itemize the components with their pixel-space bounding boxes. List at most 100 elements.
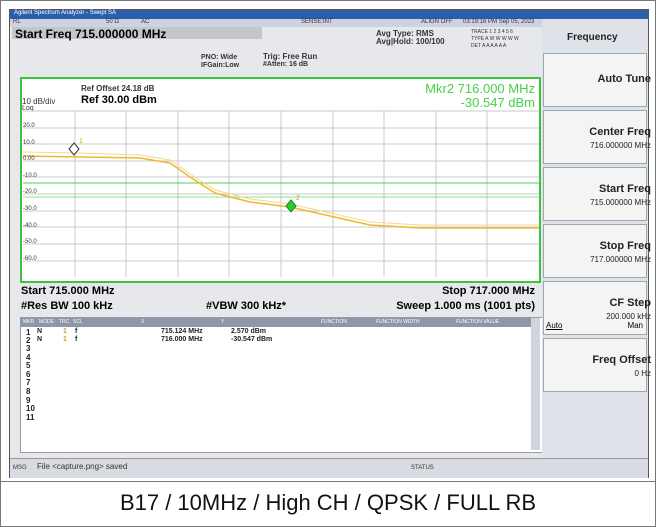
row-number: 4 (26, 352, 31, 362)
log: Log (22, 105, 34, 112)
softkey-label: Center Freq (589, 126, 651, 138)
trace-type: TYPE A W W W W W (471, 36, 519, 42)
softkey-label: Start Freq (599, 183, 651, 195)
table-cell: N (37, 328, 43, 335)
if-gain: IFGain:Low (201, 62, 240, 69)
softkey[interactable] (543, 224, 647, 278)
table-header: FUNCTION VALUE (456, 319, 500, 325)
table-cell: f (75, 328, 78, 335)
softkey[interactable] (543, 167, 647, 221)
table-header: TRC (59, 319, 70, 325)
ref-level: Ref 30.00 dBm (81, 94, 157, 106)
table-cell: 716.000 MHz (161, 336, 203, 343)
row-number: 7 (26, 378, 31, 388)
sense: SENSE:INT (301, 19, 333, 25)
message-bar (10, 458, 648, 478)
table-header: Y (221, 319, 225, 325)
caption: B17 / 10MHz / High CH / QPSK / FULL RB (119, 490, 537, 515)
softkey-value: 200.000 kHz (606, 312, 651, 321)
y-label: -10.0 (23, 172, 37, 179)
softkey-value: 717.000000 MHz (590, 255, 651, 264)
softkey[interactable] (543, 110, 647, 164)
y-label: -50.0 (23, 239, 37, 246)
row-number: 9 (26, 395, 31, 405)
rl: RL (13, 19, 21, 25)
marker-amp: -30.547 dBm (460, 95, 535, 110)
y-label: -30.0 (23, 206, 37, 212)
pno: PNO: Wide (201, 54, 238, 61)
softkey-option: Man (627, 321, 643, 330)
ref-offset: Ref Offset 24.18 dB (81, 84, 155, 93)
scale: 10 dB/div (22, 97, 56, 106)
y-label: 20.0 (23, 123, 35, 129)
align: ALIGN OFF (421, 19, 453, 25)
stop: Stop 717.000 MHz (442, 285, 535, 297)
softkey-label: CF Step (609, 297, 651, 309)
row-number: 8 (26, 387, 31, 396)
table-header: FUNCTION (321, 319, 347, 325)
coupling: AC (141, 19, 150, 25)
scrollbar (531, 318, 540, 450)
datetime: 03:19:16 PM Sep 05, 2023 (463, 19, 535, 25)
avg-type: Avg Type: RMS (376, 29, 434, 38)
softkey-title: Frequency (567, 32, 618, 43)
table-header-bar (21, 318, 531, 327)
msg-status: STATUS (411, 465, 434, 471)
marker-freq: Mkr2 716.000 MHz (425, 81, 535, 96)
trace-det: DET A A A A A A (471, 43, 507, 49)
plot (22, 110, 539, 277)
trace: TRACE 1 2 3 4 5 6 (471, 29, 513, 35)
table-cell: 1 (63, 336, 67, 343)
rbw: #Res BW 100 kHz (21, 300, 113, 312)
table-cell: 715.124 MHz (161, 328, 203, 335)
softkey[interactable] (543, 53, 647, 107)
marker-2-label: 2 (296, 195, 300, 202)
y-label: -40.0 (23, 222, 37, 229)
start-freq: Start Freq 715.000000 MHz (15, 27, 167, 41)
y-label: 0.00 (23, 156, 35, 163)
softkey-value: 715.000000 MHz (590, 198, 651, 207)
row-number: 10 (26, 404, 35, 414)
atten: #Atten: 16 dB (263, 61, 309, 68)
sweep: Sweep 1.000 ms (1001 pts) (396, 300, 535, 312)
softkey-option: Auto (546, 321, 563, 330)
softkey-label: Freq Offset (592, 354, 651, 366)
row-number: 6 (26, 369, 31, 379)
title-bar (10, 10, 648, 19)
status-row (10, 19, 542, 27)
table-header: FUNCTION WIDTH (376, 319, 420, 325)
trace-shadow (22, 151, 539, 226)
y-label: -20.0 (23, 189, 37, 196)
table-header: SCL (73, 319, 83, 325)
table-cell: 2 (26, 336, 31, 345)
softkey-value: 0 Hz (634, 369, 651, 378)
table-cell: -30.547 dBm (231, 336, 273, 343)
y-label: 10.0 (23, 139, 35, 146)
table-header: MODE (39, 319, 54, 325)
table-cell: 1 (63, 328, 67, 335)
window-title: Agilent Spectrum Analyzer - Swept SA (14, 10, 117, 16)
grid (23, 110, 539, 277)
table-cell: f (75, 336, 78, 343)
table-cell: 1 (26, 328, 31, 337)
msg-text: File <capture.png> saved (37, 462, 128, 471)
avg-hold: Avg|Hold: 100/100 (376, 37, 445, 46)
row-number: 11 (26, 412, 35, 422)
softkey[interactable] (543, 338, 647, 392)
table-cell: N (37, 336, 43, 343)
softkey-value: 716.000000 MHz (590, 141, 651, 150)
trace (22, 155, 539, 229)
vbw: #VBW 300 kHz* (206, 300, 287, 312)
row-number: 3 (26, 344, 31, 353)
table-header: X (141, 319, 145, 325)
marker-table (20, 317, 543, 453)
marker-1 (68, 142, 80, 156)
softkey-label: Stop Freq (599, 240, 651, 252)
marker-2 (285, 199, 297, 213)
row-number: 5 (26, 361, 31, 371)
trig: Trig: Free Run (263, 52, 318, 61)
softkey[interactable] (543, 281, 647, 335)
y-label: -60.0 (23, 255, 37, 262)
softkey-label: Auto Tune (597, 73, 651, 85)
